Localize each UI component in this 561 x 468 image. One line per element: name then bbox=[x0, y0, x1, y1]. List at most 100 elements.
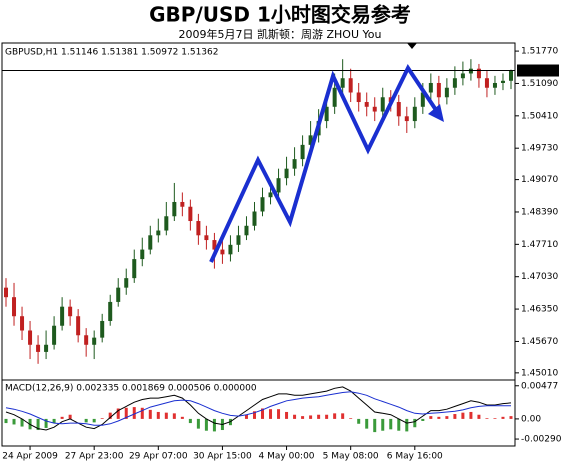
histogram-bar bbox=[124, 407, 128, 419]
y-tick-label: 1.49070 bbox=[521, 175, 558, 185]
histogram-bar bbox=[413, 418, 417, 428]
candle-body bbox=[252, 211, 257, 226]
y-tick-label: 1.45670 bbox=[521, 337, 558, 347]
x-tick-label: 30 Apr 15:00 bbox=[193, 452, 252, 462]
x-tick-label: 6 May 16:00 bbox=[387, 452, 443, 462]
candle-body bbox=[260, 197, 265, 212]
last-price-label: 1.51362 bbox=[520, 66, 557, 76]
candle-body bbox=[172, 201, 177, 217]
candle-body bbox=[364, 102, 369, 107]
candle-body bbox=[76, 316, 81, 336]
y-tick-label: 1.46350 bbox=[521, 305, 558, 315]
trend-annotation bbox=[209, 63, 442, 263]
candle-body bbox=[28, 330, 33, 345]
candle-body bbox=[180, 201, 185, 207]
histogram-bar bbox=[285, 411, 289, 419]
histogram-bar bbox=[437, 416, 441, 419]
histogram-bar bbox=[116, 408, 120, 419]
candle-body bbox=[348, 78, 353, 93]
macd-label: MACD(12,26,9) 0.002335 0.001869 0.000506… bbox=[5, 384, 257, 394]
shift-marker bbox=[407, 43, 417, 49]
candle-body bbox=[308, 135, 313, 145]
candle-body bbox=[236, 235, 241, 245]
candle-body bbox=[60, 306, 65, 326]
histogram-bar bbox=[341, 413, 345, 419]
histogram-bar bbox=[164, 412, 168, 419]
histogram-bar bbox=[261, 408, 265, 419]
histogram-bar bbox=[317, 414, 321, 419]
candle-body bbox=[356, 92, 361, 103]
candle-body bbox=[188, 206, 193, 222]
histogram-bar bbox=[381, 418, 385, 431]
candle-body bbox=[68, 306, 73, 317]
histogram-bar bbox=[453, 414, 457, 419]
macd-line bbox=[5, 391, 511, 426]
y-tick-label: 1.48390 bbox=[521, 207, 558, 217]
candle-body bbox=[124, 278, 129, 288]
histogram-bar bbox=[20, 418, 24, 427]
candle-body bbox=[476, 68, 481, 79]
histogram-bar bbox=[301, 416, 305, 419]
y-tick-label: 1.51770 bbox=[521, 47, 558, 57]
histogram-bar bbox=[68, 414, 72, 419]
histogram-bar bbox=[501, 416, 505, 419]
histogram-bar bbox=[429, 416, 433, 419]
candle-body bbox=[148, 235, 153, 250]
histogram-bar bbox=[365, 418, 369, 429]
x-tick-label: 24 Apr 2009 bbox=[2, 452, 58, 462]
candle-body bbox=[244, 225, 249, 236]
candle-body bbox=[508, 70, 513, 81]
x-tick-label: 27 Apr 23:00 bbox=[65, 452, 124, 462]
histogram-bar bbox=[148, 409, 152, 419]
histogram-bar bbox=[357, 418, 361, 424]
candle-body bbox=[156, 230, 161, 236]
histogram-bar bbox=[12, 418, 16, 425]
histogram-bar bbox=[485, 418, 489, 419]
histogram-bar bbox=[252, 411, 256, 419]
histogram-bar bbox=[204, 418, 208, 431]
histogram-bar bbox=[389, 418, 393, 430]
candle-body bbox=[300, 144, 305, 160]
histogram-bar bbox=[309, 415, 313, 419]
candle-body bbox=[84, 335, 89, 345]
candle-body bbox=[452, 78, 457, 88]
histogram-bar bbox=[349, 418, 353, 419]
price-label: GBPUSD,H1 1.51146 1.51381 1.50972 1.5136… bbox=[5, 48, 218, 58]
histogram-bar bbox=[269, 409, 273, 419]
histogram-bar bbox=[132, 407, 136, 419]
candle-body bbox=[204, 235, 209, 241]
histogram-bar bbox=[421, 418, 425, 421]
histogram-bar bbox=[188, 418, 192, 424]
histogram-bar bbox=[156, 411, 160, 419]
histogram-bar bbox=[100, 418, 104, 419]
candle-body bbox=[284, 168, 289, 179]
candle-body bbox=[468, 68, 473, 74]
candle-body bbox=[52, 325, 57, 345]
x-tick-label: 4 May 00:00 bbox=[259, 452, 315, 462]
histogram-bar bbox=[493, 418, 497, 419]
y-tick-label: 1.47710 bbox=[521, 240, 558, 250]
histogram-bar bbox=[4, 418, 8, 424]
histogram-bar bbox=[293, 414, 297, 419]
histogram-bar bbox=[108, 412, 112, 419]
chart-title: GBP/USD 1小时图交易参考 bbox=[149, 3, 411, 27]
candle-body bbox=[268, 192, 273, 198]
y-tick-label: -0.00290 bbox=[521, 435, 561, 445]
histogram-bar bbox=[373, 418, 377, 433]
candle-body bbox=[140, 249, 145, 260]
candle-body bbox=[164, 216, 169, 231]
candle-body bbox=[380, 97, 385, 112]
histogram-bar bbox=[172, 413, 176, 419]
candle-body bbox=[396, 102, 401, 117]
candle-body bbox=[428, 82, 433, 93]
candle-body bbox=[444, 87, 449, 98]
x-tick-label: 29 Apr 07:00 bbox=[129, 452, 188, 462]
candle-body bbox=[492, 82, 497, 88]
y-tick-label: 0.00477 bbox=[521, 381, 558, 391]
trend-arrow bbox=[428, 104, 444, 122]
histogram-bar bbox=[461, 412, 465, 419]
histogram-bar bbox=[509, 416, 513, 419]
histogram-bar bbox=[277, 409, 281, 419]
histogram-bar bbox=[325, 414, 329, 419]
